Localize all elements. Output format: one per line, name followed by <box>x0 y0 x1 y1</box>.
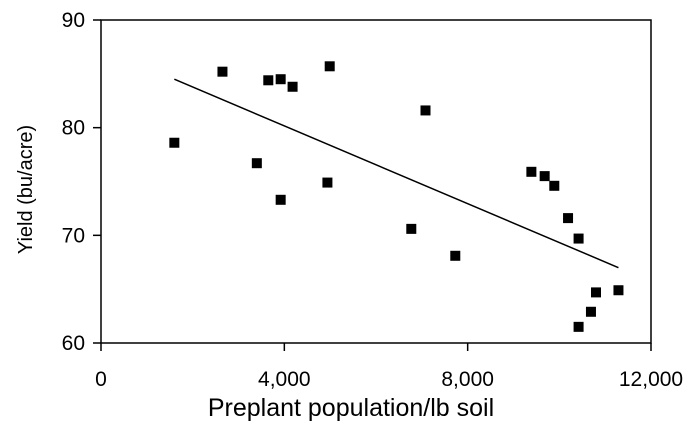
y-axis-title: Yield (bu/acre) <box>15 125 37 254</box>
data-point <box>324 61 335 72</box>
data-point <box>450 250 461 261</box>
data-point <box>275 74 286 85</box>
trend-line <box>174 78 619 269</box>
data-point <box>585 306 596 317</box>
data-point <box>591 287 601 298</box>
data-point <box>263 75 274 86</box>
data-point <box>573 233 584 244</box>
y-tick-label: 60 <box>62 332 85 355</box>
plot-area <box>100 19 652 344</box>
data-point <box>563 213 574 224</box>
data-point <box>549 180 560 191</box>
data-point <box>251 158 262 169</box>
x-tick-label: 8,000 <box>441 368 494 391</box>
data-point <box>526 166 537 177</box>
data-point <box>275 194 286 205</box>
y-axis: 60 70 80 90 <box>62 9 101 355</box>
plot-frame <box>100 19 652 344</box>
x-tick-label: 0 <box>95 368 107 391</box>
x-tick-label: 12,000 <box>619 368 683 391</box>
data-point <box>539 171 550 182</box>
y-tick-label: 90 <box>62 9 85 32</box>
data-point <box>322 177 333 188</box>
data-point <box>217 66 228 77</box>
data-point <box>169 137 180 148</box>
data-point <box>613 285 624 296</box>
x-tick-label: 4,000 <box>258 368 311 391</box>
data-point <box>406 223 417 234</box>
y-tick-label: 70 <box>62 224 85 247</box>
data-point <box>573 321 584 332</box>
data-points <box>169 61 624 332</box>
x-axis-title: Preplant population/lb soil <box>208 394 494 421</box>
y-tick-label: 80 <box>62 117 85 140</box>
data-point <box>420 105 431 116</box>
data-point <box>287 81 298 92</box>
x-axis: 0 4,000 8,000 12,000 <box>95 343 683 391</box>
